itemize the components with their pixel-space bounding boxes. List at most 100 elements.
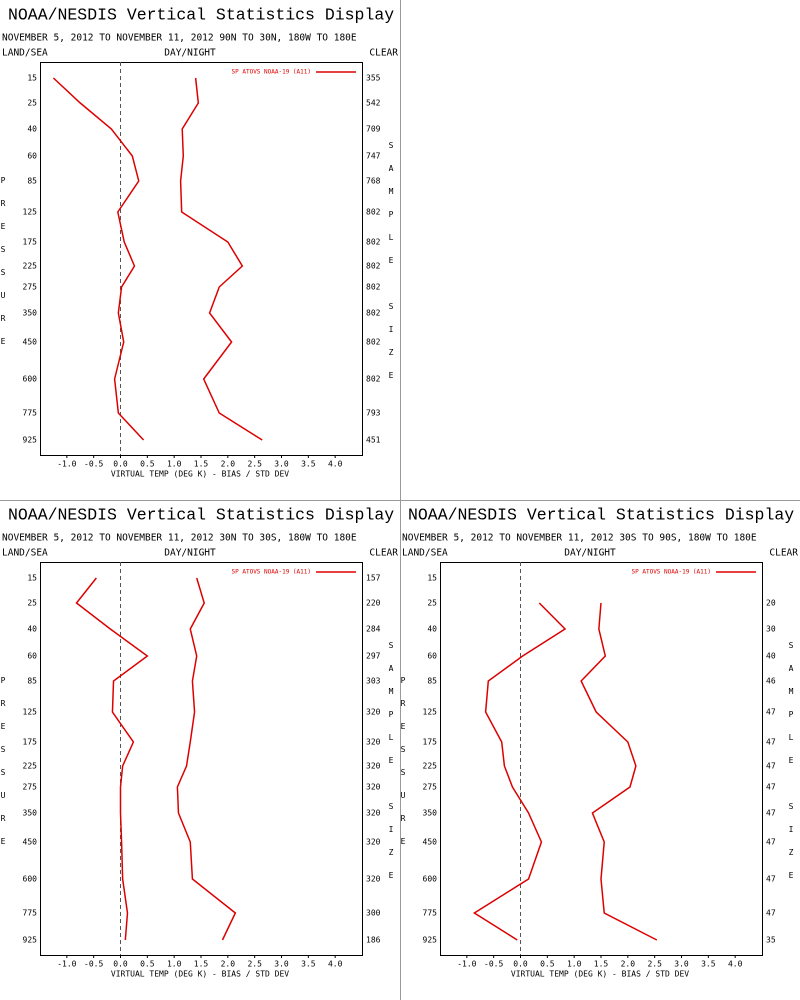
x-tick-label: 0.5 <box>540 960 555 969</box>
sample-size-label: 320 <box>366 708 381 717</box>
pressure-label: 85 <box>27 177 37 186</box>
pressure-label: 450 <box>23 838 38 847</box>
sample-size-label: 30 <box>766 625 776 634</box>
sample-size-label: 320 <box>366 783 381 792</box>
y-axis-label: PRESSURE <box>0 176 8 360</box>
pressure-label: 40 <box>27 125 37 134</box>
x-tick-label: 1.0 <box>167 960 182 969</box>
x-tick-label: 2.0 <box>621 960 636 969</box>
sample-size-label: 35 <box>766 936 776 945</box>
pressure-label: 25 <box>427 599 437 608</box>
x-tick-label: 0.0 <box>113 960 128 969</box>
header-left: LAND/SEA <box>402 548 448 559</box>
legend-label: SP ATOVS NOAA-19 (A11) <box>232 69 311 76</box>
pressure-label: 225 <box>23 262 38 271</box>
pressure-label: 125 <box>23 708 38 717</box>
x-tick-label: -1.0 <box>457 960 476 969</box>
x-tick-label: 0.5 <box>140 960 155 969</box>
pressure-label: 350 <box>23 809 38 818</box>
sample-size-label: 802 <box>366 309 381 318</box>
pressure-label: 350 <box>423 809 438 818</box>
sample-size-label: 802 <box>366 262 381 271</box>
x-tick-label: 3.0 <box>274 960 289 969</box>
pressure-label: 85 <box>427 677 437 686</box>
sample-size-label: 47 <box>766 738 776 747</box>
header-center: DAY/NIGHT <box>164 48 216 59</box>
sample-size-label: 320 <box>366 838 381 847</box>
legend-label: SP ATOVS NOAA-19 (A11) <box>232 569 311 576</box>
pressure-label: 25 <box>27 599 37 608</box>
x-axis-label: VIRTUAL TEMP (DEG K) - BIAS / STD DEV <box>111 970 289 979</box>
x-tick-label: 1.5 <box>594 960 609 969</box>
header-left: LAND/SEA <box>2 48 48 59</box>
pressure-label: 60 <box>427 652 437 661</box>
sample-size-label: 47 <box>766 838 776 847</box>
chart-subtitle: NOVEMBER 5, 2012 TO NOVEMBER 11, 2012 30… <box>2 533 357 544</box>
x-tick-label: 3.0 <box>274 460 289 469</box>
bias-line <box>472 602 567 941</box>
pressure-label: 15 <box>27 574 37 583</box>
x-tick-label: 0.0 <box>513 960 528 969</box>
pressure-label: 175 <box>423 738 438 747</box>
x-tick-label: 2.0 <box>221 460 236 469</box>
std-dev-line <box>179 77 263 441</box>
y-axis-label: PRESSURE <box>399 676 408 860</box>
x-tick-label: 1.0 <box>567 960 582 969</box>
chart-title: NOAA/NESDIS Vertical Statistics Display <box>408 505 794 524</box>
pressure-label: 600 <box>423 875 438 884</box>
sample-size-label: 47 <box>766 875 776 884</box>
sample-size-label: 47 <box>766 909 776 918</box>
x-tick-label: -1.0 <box>57 960 76 969</box>
pressure-label: 175 <box>23 738 38 747</box>
x-tick-label: 3.5 <box>301 960 316 969</box>
pressure-label: 125 <box>23 208 38 217</box>
chart-subtitle: NOVEMBER 5, 2012 TO NOVEMBER 11, 2012 30… <box>402 533 757 544</box>
pressure-label: 225 <box>423 762 438 771</box>
x-tick-label: 2.5 <box>247 460 262 469</box>
y-axis-label: PRESSURE <box>0 676 8 860</box>
x-tick-label: 2.0 <box>221 960 236 969</box>
sample-size-label: 802 <box>366 375 381 384</box>
bias-line <box>52 77 145 441</box>
sample-size-label: 157 <box>366 574 381 583</box>
sample-size-label: 40 <box>766 652 776 661</box>
pressure-label: 40 <box>27 625 37 634</box>
x-tick-label: 2.5 <box>247 960 262 969</box>
header-right: CLEAR <box>369 548 398 559</box>
header-right: CLEAR <box>769 548 798 559</box>
pressure-label: 85 <box>27 677 37 686</box>
x-tick-label: 2.5 <box>647 960 662 969</box>
pressure-label: 25 <box>27 99 37 108</box>
std-dev-line <box>580 602 658 941</box>
pressure-label: 925 <box>23 936 38 945</box>
sample-size-label: 220 <box>366 599 381 608</box>
sample-size-label: 320 <box>366 738 381 747</box>
sample-size-label: 451 <box>366 436 381 445</box>
x-tick-label: -1.0 <box>57 460 76 469</box>
pressure-label: 15 <box>27 74 37 83</box>
pressure-label: 275 <box>423 783 438 792</box>
pressure-label: 925 <box>423 936 438 945</box>
sample-size-label: 303 <box>366 677 381 686</box>
sample-size-label: 802 <box>366 283 381 292</box>
sample-size-label: 768 <box>366 177 381 186</box>
sample-size-label: 802 <box>366 208 381 217</box>
pressure-label: 60 <box>27 652 37 661</box>
sample-size-label: 47 <box>766 809 776 818</box>
sample-size-label: 20 <box>766 599 776 608</box>
chart-title: NOAA/NESDIS Vertical Statistics Display <box>8 5 394 24</box>
sample-size-label: 47 <box>766 783 776 792</box>
header-left: LAND/SEA <box>2 548 48 559</box>
chart-panel: NOAA/NESDIS Vertical Statistics Display N… <box>399 505 799 978</box>
sample-size-label: 709 <box>366 125 381 134</box>
sample-size-label: 802 <box>366 338 381 347</box>
sample-size-label: 320 <box>366 809 381 818</box>
pressure-label: 175 <box>23 238 38 247</box>
pressure-label: 350 <box>23 309 38 318</box>
x-tick-label: 3.5 <box>701 960 716 969</box>
x-tick-label: 3.0 <box>674 960 689 969</box>
x-tick-label: 0.0 <box>113 460 128 469</box>
sample-size-label: 802 <box>366 238 381 247</box>
x-axis-label: VIRTUAL TEMP (DEG K) - BIAS / STD DEV <box>511 970 689 979</box>
